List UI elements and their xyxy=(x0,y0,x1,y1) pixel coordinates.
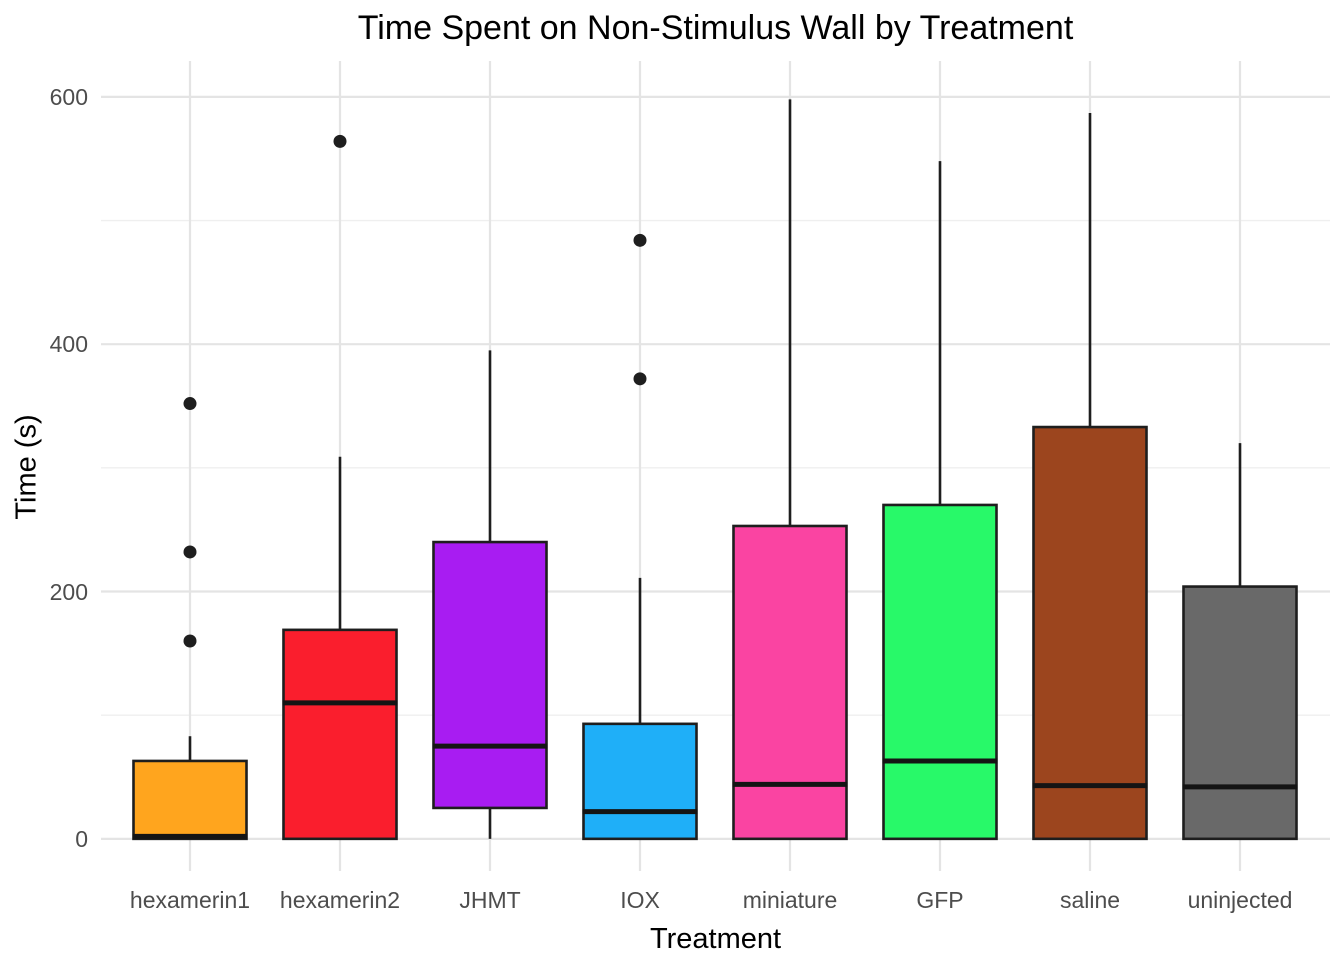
box-hexamerin1 xyxy=(132,759,248,841)
box-GFP xyxy=(882,503,998,841)
outlier-hexamerin1-1 xyxy=(183,545,197,559)
x-tick-label-IOX: IOX xyxy=(620,887,660,913)
outlier-hexamerin2-0 xyxy=(333,134,347,148)
y-tick-label-200: 200 xyxy=(49,578,88,605)
outlier-hexamerin1-0 xyxy=(183,634,197,648)
box-hexamerin2 xyxy=(282,628,398,841)
outlier-hexamerin1-2 xyxy=(183,397,197,411)
y-tick-label-600: 600 xyxy=(49,83,88,110)
box-saline xyxy=(1032,425,1148,841)
x-tick-label-uninjected: uninjected xyxy=(1187,887,1293,913)
x-tick-label-JHMT: JHMT xyxy=(459,887,521,913)
box-miniature xyxy=(732,524,848,841)
box-IOX xyxy=(582,722,698,841)
x-tick-label-miniature: miniature xyxy=(742,887,838,913)
outlier-IOX-0 xyxy=(633,372,647,386)
x-tick-label-GFP: GFP xyxy=(916,887,964,913)
x-tick-label-saline: saline xyxy=(1059,887,1121,913)
y-tick-label-0: 0 xyxy=(75,825,88,852)
chart-title: Time Spent on Non-Stimulus Wall by Treat… xyxy=(357,9,1074,47)
outlier-IOX-1 xyxy=(633,233,647,247)
x-tick-label-hexamerin1: hexamerin1 xyxy=(129,887,251,913)
box-JHMT xyxy=(432,540,548,810)
y-axis-title: Time (s) xyxy=(10,414,43,520)
box-uninjected xyxy=(1182,585,1298,841)
y-tick-label-400: 400 xyxy=(49,331,88,358)
x-tick-label-hexamerin2: hexamerin2 xyxy=(279,887,401,913)
x-axis-title: Treatment xyxy=(649,923,782,955)
